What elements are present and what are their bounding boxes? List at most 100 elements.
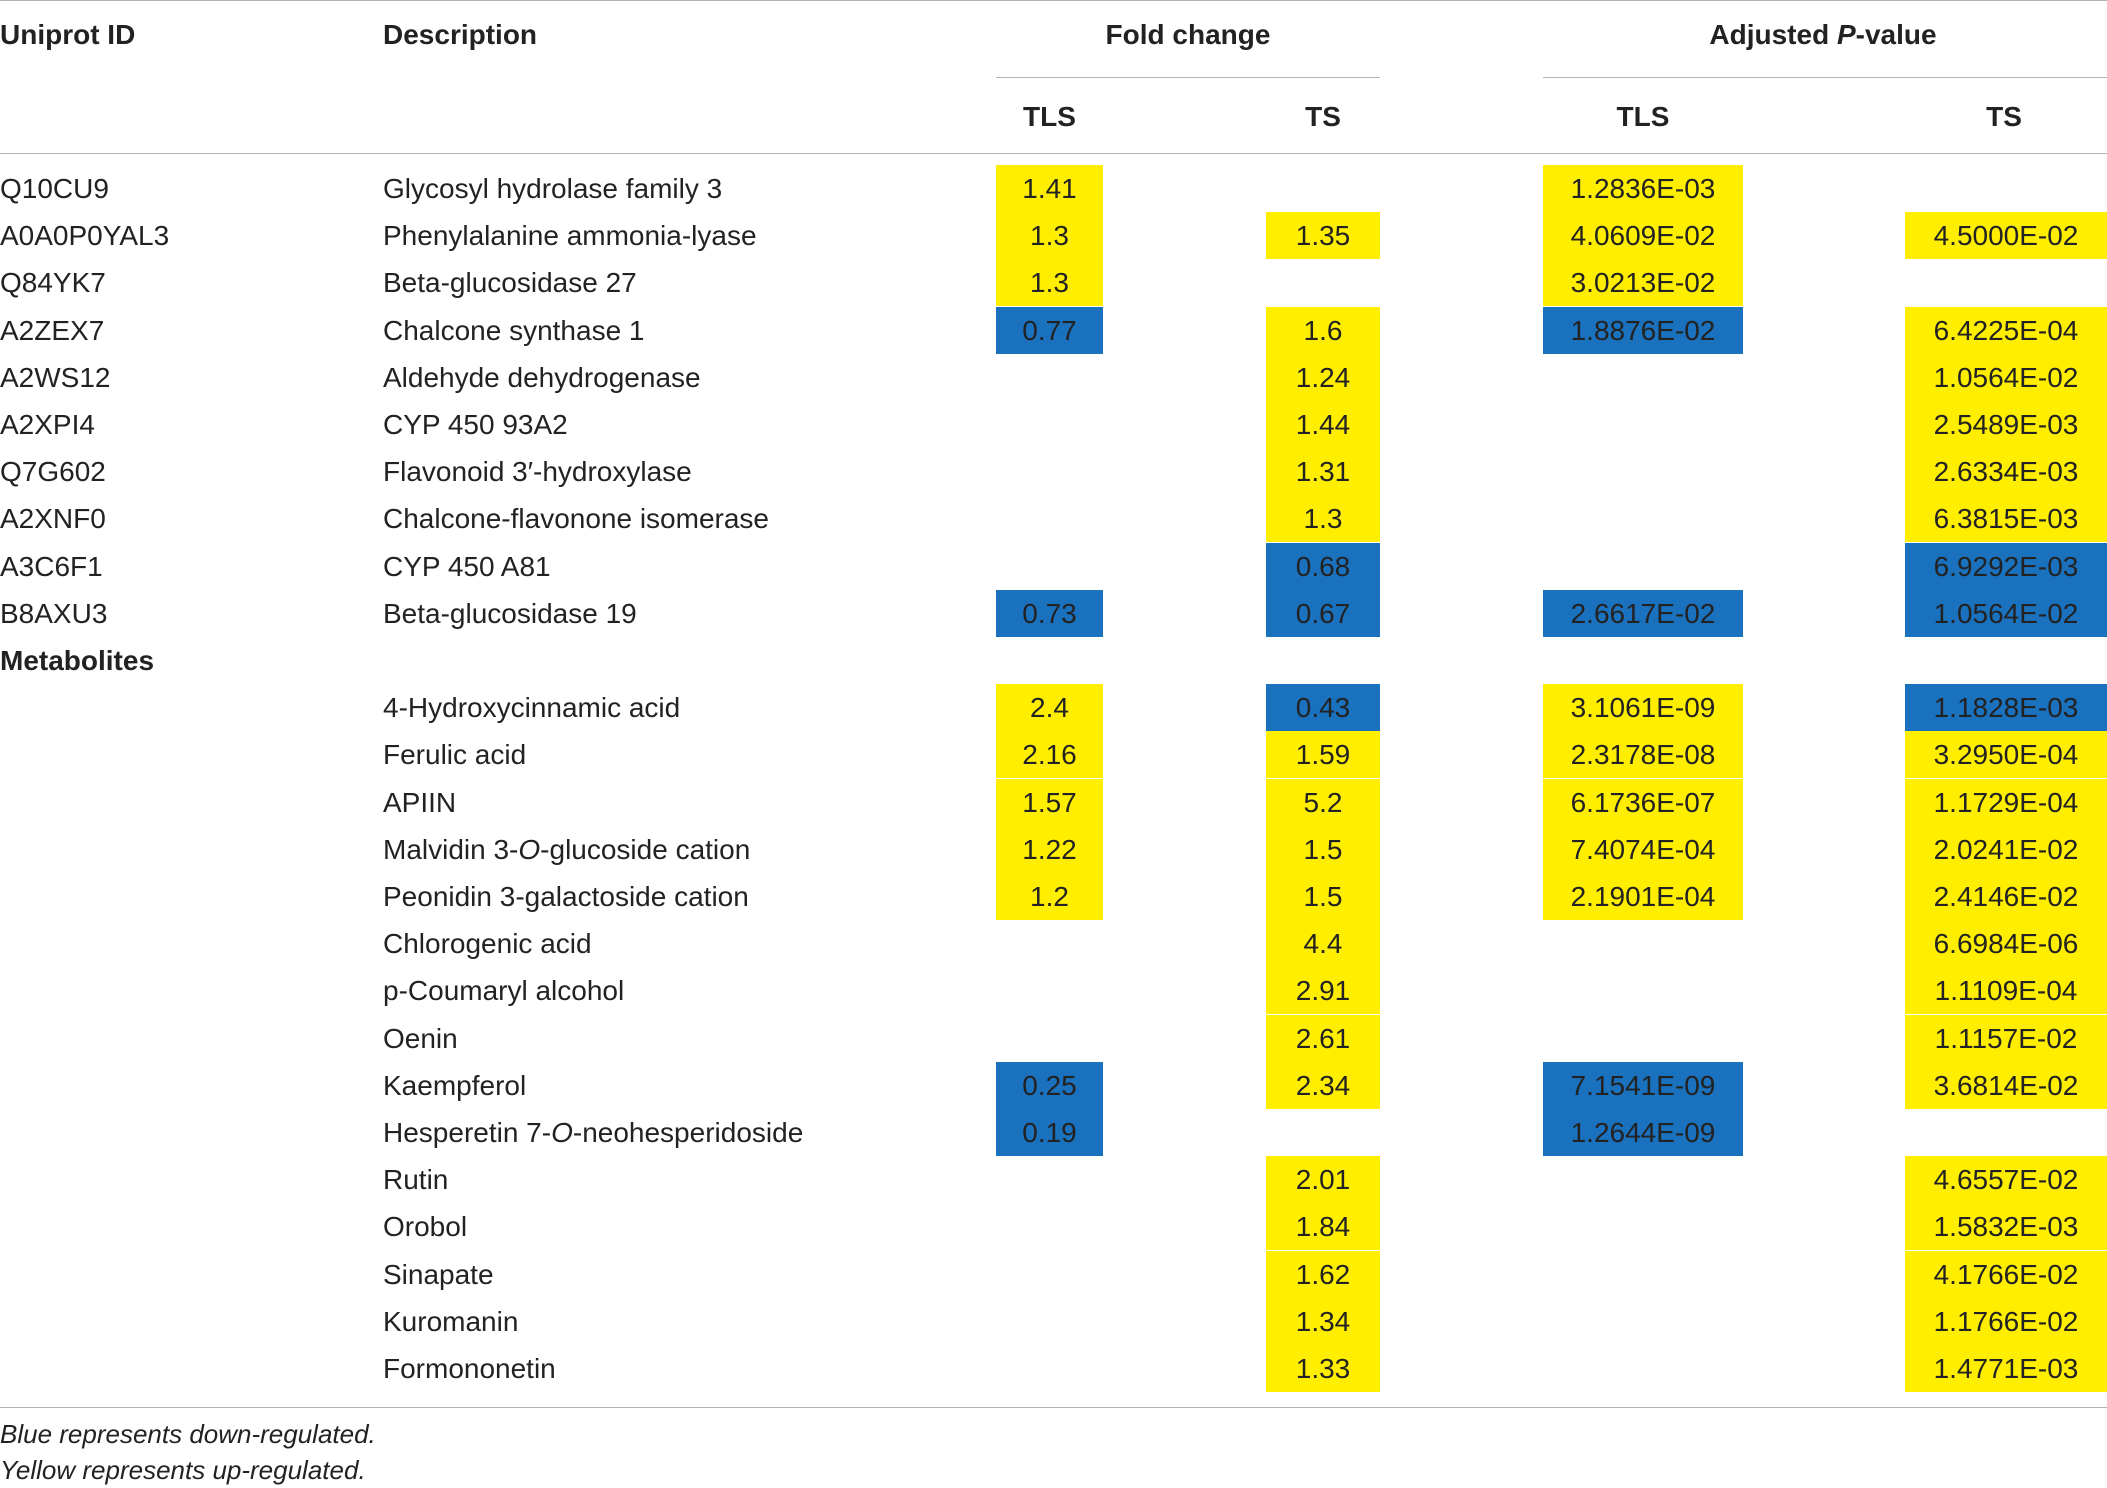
description-cell: CYP 450 93A2 [383,401,568,448]
description-part: Hesperetin 7- [383,1117,552,1148]
value-cell-fc-tls: 0.25 [996,1061,1103,1109]
description-part: -neohesperidoside [572,1117,804,1148]
header-adjusted-p-value: Adjusted P-value [1543,16,2103,54]
footnote-blue: Blue represents down-regulated. [0,1419,376,1449]
description-part: Rutin [383,1164,449,1196]
uniprot-id-cell: Q7G602 [0,456,106,488]
metabolites-section-label: Metabolites [0,645,155,676]
description-cell: p-Coumaryl alcohol [383,967,624,1014]
description-cell: Kaempferol [383,1062,526,1109]
value-cell-p-ts: 1.5832E-03 [1905,1203,2107,1251]
value-cell-p-ts: 3.6814E-02 [1905,1061,2107,1109]
header-adjusted-post: -value [1855,19,1937,50]
value-cell-p-tls: 4.0609E-02 [1543,212,1743,260]
description-part: Glycosyl hydrolase family 3 [383,173,723,204]
description-cell: Aldehyde dehydrogenase [383,354,701,401]
description-part: Beta-glucosidase 19 [383,597,637,629]
value-cell-p-ts: 1.4771E-03 [1905,1345,2107,1392]
description-cell: Ferulic acid [383,731,526,778]
value-cell-p-ts: 4.5000E-02 [1905,212,2107,260]
description-cell: Beta-glucosidase 19 [383,590,637,637]
description-cell: CYP 450 A81 [383,543,551,590]
value-cell-fc-tls: 0.77 [996,306,1103,354]
value-cell-fc-ts: 1.34 [1266,1297,1380,1345]
description-part: CYP 450 A81 [383,550,551,582]
uniprot-id-cell: A0A0P0YAL3 [0,220,170,252]
value-cell-fc-tls: 1.22 [996,825,1103,873]
description-part: Oenin [383,1022,458,1054]
value-cell-fc-ts: 1.5 [1266,825,1380,873]
value-cell-p-ts: 4.6557E-02 [1905,1156,2107,1204]
value-cell-p-ts: 1.0564E-02 [1905,353,2107,401]
value-cell-p-tls: 3.0213E-02 [1543,259,1743,307]
value-cell-p-ts: 6.9292E-03 [1905,542,2107,590]
value-cell-p-ts: 1.1109E-04 [1905,967,2107,1015]
value-cell-fc-tls: 2.4 [996,684,1103,732]
description-part: Peonidin 3-galactoside cation [383,881,749,912]
description-part: Ferulic acid [383,739,527,771]
header-fold-change: Fold change [1105,19,1271,50]
description-cell: Oenin [383,1015,458,1062]
value-cell-fc-ts: 2.01 [1266,1156,1380,1204]
value-cell-p-ts: 1.0564E-02 [1905,589,2107,637]
description-part: -glucoside cation [540,833,751,865]
value-cell-p-ts: 4.1766E-02 [1905,1250,2107,1298]
description-part: 4-Hydroxycinnamic acid [383,692,681,724]
description-cell: Chalcone-flavonone isomerase [383,495,769,542]
description-cell: Hesperetin 7-O-neohesperidoside [383,1109,803,1156]
value-cell-fc-tls: 1.3 [996,212,1103,260]
value-cell-fc-ts: 1.24 [1266,353,1380,401]
description-part: Orobol [383,1211,468,1243]
uniprot-id-cell: A2WS12 [0,361,111,393]
value-cell-fc-ts: 1.59 [1266,731,1380,779]
value-cell-p-ts: 2.5489E-03 [1905,401,2107,448]
description-part: CYP 450 93A2 [383,409,568,440]
value-cell-fc-ts: 1.62 [1266,1250,1380,1298]
value-cell-fc-ts: 5.2 [1266,778,1380,826]
header-p-tls: TLS [1616,101,1670,132]
header-adjusted-p: P [1836,19,1856,50]
value-cell-fc-ts: 2.61 [1266,1014,1380,1062]
value-cell-fc-ts: 1.84 [1266,1203,1380,1251]
header-fc-tls: TLS [1023,101,1076,132]
value-cell-p-tls: 7.4074E-04 [1543,825,1743,873]
table-bottom-rule [0,1407,2107,1408]
description-part: Formononetin [383,1353,556,1384]
header-fc-ts: TS [1305,101,1341,132]
description-part: Sinapate [383,1258,494,1290]
value-cell-fc-tls: 1.41 [996,165,1103,212]
value-cell-fc-ts: 1.35 [1266,212,1380,260]
description-cell: Flavonoid 3′-hydroxylase [383,448,692,495]
description-part: APIIN [383,786,457,818]
adjusted-p-rule [1543,77,2107,78]
header-bottom-rule [0,153,2107,154]
description-part: p-Coumaryl alcohol [383,975,625,1007]
value-cell-p-ts: 1.1766E-02 [1905,1297,2107,1345]
description-cell: APIIN [383,779,456,826]
header-adjusted-pre: Adjusted [1709,19,1837,50]
value-cell-p-tls: 2.3178E-08 [1543,731,1743,779]
value-cell-p-tls: 7.1541E-09 [1543,1061,1743,1109]
uniprot-id-cell: A2XPI4 [0,409,95,440]
description-cell: Kuromanin [383,1298,518,1345]
description-cell: 4-Hydroxycinnamic acid [383,684,680,731]
uniprot-id-cell: Q84YK7 [0,267,106,299]
description-part: Chlorogenic acid [383,928,592,960]
value-cell-p-tls: 1.2644E-09 [1543,1109,1743,1156]
header-uniprot-id: Uniprot ID [0,19,136,50]
value-cell-fc-tls: 0.19 [996,1109,1103,1156]
description-part: Flavonoid 3′-hydroxylase [383,456,692,488]
uniprot-id-cell: A2ZEX7 [0,314,105,346]
value-cell-fc-tls: 1.57 [996,778,1103,826]
value-cell-fc-ts: 2.91 [1266,967,1380,1015]
value-cell-p-tls: 6.1736E-07 [1543,778,1743,826]
value-cell-p-ts: 2.6334E-03 [1905,448,2107,496]
value-cell-fc-tls: 1.3 [996,259,1103,307]
description-cell: Chlorogenic acid [383,920,592,967]
value-cell-fc-ts: 1.44 [1266,401,1380,448]
value-cell-p-tls: 2.6617E-02 [1543,589,1743,637]
value-cell-p-ts: 6.3815E-03 [1905,495,2107,543]
value-cell-fc-ts: 0.67 [1266,589,1380,637]
description-cell: Chalcone synthase 1 [383,307,645,354]
fold-change-rule [996,77,1380,78]
